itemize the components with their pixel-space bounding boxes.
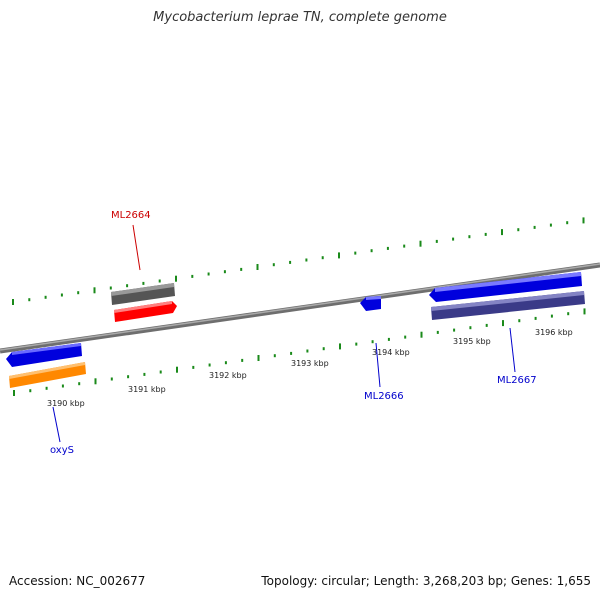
scale-label-3193: 3193 kbp: [291, 359, 329, 368]
accession-text: Accession: NC_002677: [9, 574, 146, 588]
genome-summary-text: Topology: circular; Length: 3,268,203 bp…: [261, 574, 591, 588]
scale-labels: 3190 kbp 3191 kbp 3192 kbp 3193 kbp 3194…: [47, 328, 573, 408]
gene-label-ml2666[interactable]: ML2666: [364, 391, 404, 402]
gene-label-ml2664[interactable]: ML2664: [111, 210, 151, 221]
gene-label-ml2667[interactable]: ML2667: [497, 375, 537, 386]
gene-ml2666-feature[interactable]: [360, 296, 381, 311]
gene-grey-feature[interactable]: [111, 283, 175, 305]
gene-leader-lines: [52, 224, 516, 443]
genome-backbone: [0, 262, 600, 354]
scale-label-3194: 3194 kbp: [372, 348, 410, 357]
gene-ml2667-feature[interactable]: [429, 272, 582, 302]
scale-label-3196: 3196 kbp: [535, 328, 573, 337]
scale-label-3192: 3192 kbp: [209, 371, 247, 380]
scale-label-3195: 3195 kbp: [453, 337, 491, 346]
gene-ml2664-feature[interactable]: [114, 301, 177, 322]
gene-label-oxys[interactable]: oxyS: [50, 445, 74, 456]
outer-tick-row: [12, 217, 585, 305]
inner-tick-row: [13, 308, 586, 396]
gene-purple-feature[interactable]: [431, 291, 585, 320]
scale-label-3190: 3190 kbp: [47, 399, 85, 408]
genome-title: Mycobacterium leprae TN, complete genome: [153, 10, 447, 25]
gene-orange-feature[interactable]: [9, 362, 86, 388]
scale-label-3191: 3191 kbp: [128, 385, 166, 394]
gene-oxys-feature[interactable]: [6, 343, 82, 367]
